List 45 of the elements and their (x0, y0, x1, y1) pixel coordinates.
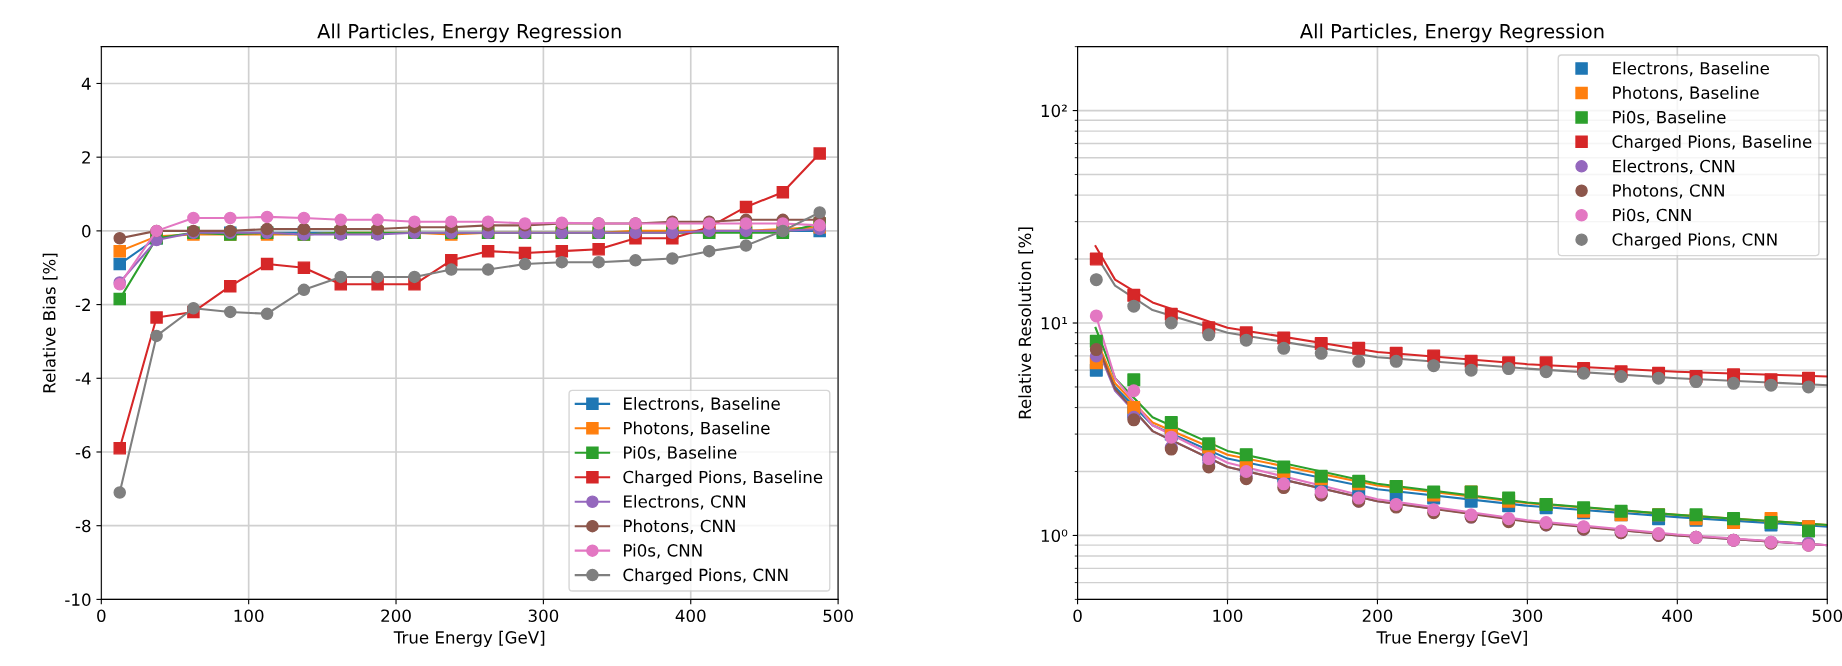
y-tick-label: 10⁰ (1041, 529, 1068, 543)
x-tick-label: 400 (1662, 609, 1693, 623)
x-tick-label: 0 (1073, 609, 1082, 623)
x-axis-title: True Energy [GeV] (1376, 630, 1527, 647)
legend-label: Charged Pions, CNN (623, 568, 788, 585)
x-tick-label: 500 (1812, 609, 1842, 623)
legend-label: Pi0s, Baseline (624, 445, 737, 461)
legend-label: Charged Pions, Baseline (1612, 135, 1812, 152)
x-tick-label: 500 (823, 609, 853, 623)
y-tick-label: -2 (75, 298, 90, 311)
x-tick-label: 0 (97, 609, 106, 623)
y-tick-label: 0 (82, 224, 91, 238)
y-axis-title: Relative Resolution [%] (1018, 227, 1034, 419)
legend-label: Pi0s, CNN (1613, 208, 1691, 223)
x-tick-label: 400 (675, 609, 706, 623)
x-tick-label: 200 (381, 609, 411, 623)
legend-label: Electrons, CNN (1613, 159, 1735, 175)
legend-label: Electrons, CNN (624, 494, 745, 510)
x-tick-label: 100 (234, 609, 264, 623)
legend-label: Electrons, Baseline (624, 397, 780, 412)
legend-label: Charged Pions, CNN (1612, 232, 1777, 249)
y-tick-label: 10² (1041, 104, 1067, 118)
legend-label: Pi0s, CNN (624, 543, 702, 559)
x-axis-title: True Energy [GeV] (393, 630, 545, 647)
x-tick-label: 100 (1213, 609, 1243, 623)
y-axis-title: Relative Bias [%] (42, 253, 58, 393)
legend-label: Photons, Baseline (624, 421, 770, 437)
y-tick-label: -8 (75, 519, 91, 533)
chart-title: All Particles, Energy Regression (1299, 23, 1604, 43)
legend-label: Photons, CNN (624, 519, 735, 534)
y-tick-label: 2 (82, 151, 90, 164)
x-tick-label: 300 (1512, 609, 1543, 623)
y-tick-label: -6 (75, 445, 91, 459)
y-tick-label: 10¹ (1041, 316, 1067, 330)
y-tick-label: -10 (65, 593, 91, 606)
legend-label: Photons, CNN (1613, 183, 1724, 199)
legend-label: Charged Pions, Baseline (623, 470, 823, 487)
x-tick-label: 300 (528, 609, 559, 623)
chart-title: All Particles, Energy Regression (317, 23, 621, 43)
legend-label: Pi0s, Baseline (1613, 110, 1726, 126)
legend-label: Photons, Baseline (1613, 86, 1759, 101)
y-tick-label: -4 (75, 372, 91, 385)
x-tick-label: 200 (1362, 609, 1393, 623)
legend-label: Electrons, Baseline (1613, 61, 1769, 77)
y-tick-label: 4 (81, 77, 91, 90)
